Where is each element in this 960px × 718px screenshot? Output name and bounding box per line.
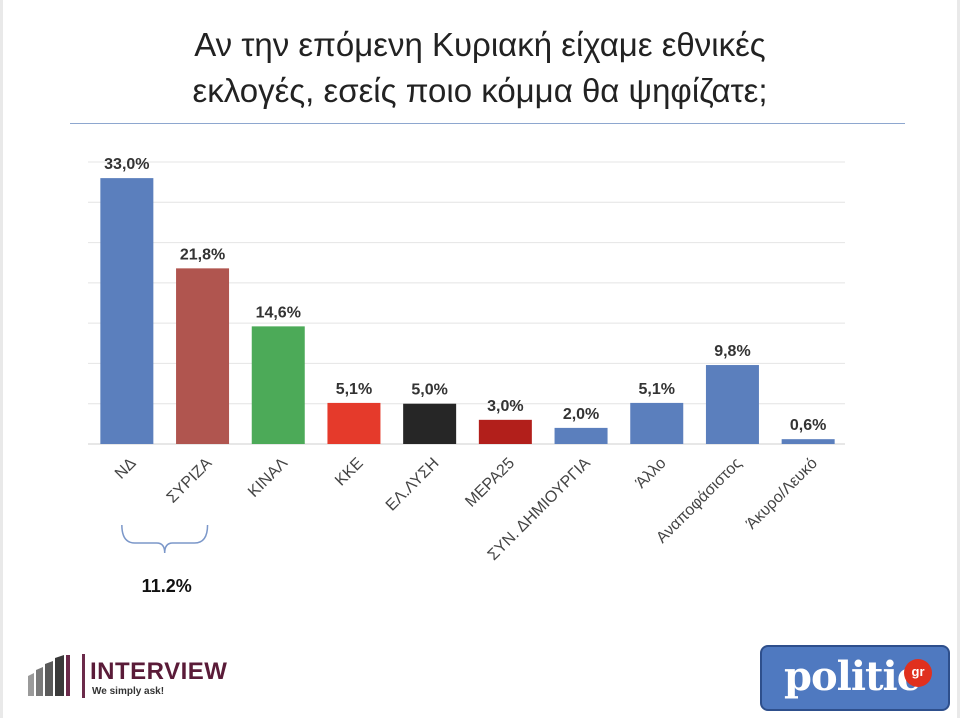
data-label: 21,8% [180, 246, 225, 263]
x-tick-label: ΣΥΡΙΖΑ [164, 455, 216, 507]
interview-divider [82, 654, 85, 698]
data-label: 5,1% [336, 381, 372, 398]
interview-tagline: We simply ask! [92, 686, 165, 697]
x-tick-label: ΝΔ [112, 455, 140, 483]
x-tick-label: Άκυρο/Λευκό [743, 455, 821, 533]
x-tick-label: ΚΙΝΑΛ [245, 455, 291, 501]
bar-7 [554, 427, 608, 444]
data-labels-group: 33,0% 21,8% 14,6% 5,1% 5,0% 3,0% 2,0% 5,1% 9,8% 0… [104, 156, 826, 434]
x-tick-label: Άλλο [633, 455, 670, 492]
bar-chart: 33,0% 21,8% 14,6% 5,1% 5,0% 3,0% 2,0% 5,1% 9,8% 0… [88, 156, 845, 596]
bar-2 [176, 268, 230, 444]
data-label: 33,0% [104, 156, 149, 173]
data-label: 0,6% [790, 417, 826, 434]
bar-5 [403, 403, 457, 444]
interview-bars-icon [28, 655, 70, 696]
politic-wordmark: politic [784, 653, 921, 700]
bar-4 [327, 402, 381, 444]
bar-6 [478, 419, 532, 444]
annotation-group: 11.2% [121, 524, 209, 596]
politic-logo: politic gr [760, 645, 950, 711]
x-tick-label: ΜΕΡΑ25 [462, 455, 518, 511]
data-label: 5,0% [411, 382, 447, 399]
chart-title-line-2: εκλογές, εσείς ποιο κόμμα θα ψηφίζατε; [192, 72, 768, 109]
data-label: 9,8% [714, 343, 750, 360]
interview-logo: INTERVIEW We simply ask! [26, 652, 246, 702]
interview-name: INTERVIEW [90, 658, 228, 685]
x-tick-label: ΚΚΕ [332, 455, 367, 490]
chart-title-line-1: Αν την επόμενη Κυριακή είχαμε εθνικές [194, 26, 766, 63]
bar-9 [705, 365, 759, 444]
data-label: 2,0% [563, 406, 599, 423]
data-label: 3,0% [487, 398, 523, 415]
annotation-label: 11.2% [142, 576, 192, 596]
bars-group [100, 178, 835, 444]
x-tick-label: ΕΛ.ΛΥΣΗ [383, 455, 443, 515]
bar-3 [251, 326, 305, 444]
politic-gr-badge: gr [904, 659, 932, 687]
chart-title: Αν την επόμενη Κυριακή είχαμε εθνικές εκ… [60, 22, 900, 114]
title-divider [70, 123, 905, 124]
bar-10 [781, 439, 835, 444]
data-label: 14,6% [256, 304, 301, 321]
bracket-annotation [121, 524, 209, 554]
frame-left-edge [0, 0, 3, 718]
frame-right-edge [957, 0, 960, 718]
data-label: 5,1% [639, 381, 675, 398]
bar-1 [100, 178, 154, 444]
bar-8 [630, 402, 684, 444]
